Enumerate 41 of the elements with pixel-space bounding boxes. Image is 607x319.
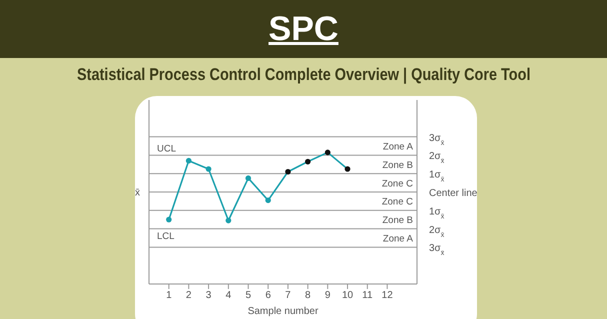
annotation: Zone B xyxy=(382,215,413,226)
y-tick-label: 3σ$_{x̄}$ xyxy=(429,132,445,146)
ref-line-label: LCL xyxy=(157,231,174,242)
x-tick-label: 5 xyxy=(245,290,252,302)
annotation: Zone B xyxy=(382,160,413,171)
y-tick-label: 2σ$_{x̄}$ xyxy=(429,224,445,238)
chart-subtitle: Statistical Process Control Complete Overview | Quality Core Tool xyxy=(76,65,530,85)
point xyxy=(226,218,232,224)
point xyxy=(305,158,311,164)
y-tick-label: 3σ$_{x̄}$ xyxy=(429,243,445,257)
x-tick-label: 7 xyxy=(285,290,292,302)
x-tick-label: 1 xyxy=(166,290,172,302)
annotation: Zone C xyxy=(382,178,414,190)
annotation: Zone A xyxy=(382,234,414,244)
x-tick-label: 2 xyxy=(186,290,192,302)
point xyxy=(285,168,291,175)
chart-title: SPC xyxy=(268,10,338,48)
point xyxy=(206,166,212,172)
point xyxy=(265,197,271,204)
annotation: Zone A xyxy=(382,142,414,152)
point xyxy=(344,166,350,172)
y-tick-label: Center line xyxy=(429,188,478,199)
x-tick-label: 3 xyxy=(206,290,212,302)
y-tick-label: 2σ$_{x̄}$ xyxy=(429,151,445,165)
x-tick-label: 4 xyxy=(226,290,232,302)
x-tick-label: 10 xyxy=(342,290,354,302)
x-tick-label: 11 xyxy=(362,290,373,302)
point xyxy=(186,158,192,164)
ref-line-label: UCL xyxy=(157,144,176,155)
point xyxy=(324,150,330,156)
x-axis-title: Sample number xyxy=(248,306,319,317)
y-axis-title: x̄ xyxy=(135,188,140,199)
point xyxy=(245,175,252,181)
point xyxy=(166,216,172,222)
annotation: Zone C xyxy=(382,196,414,208)
x-tick-label: 8 xyxy=(305,290,312,302)
x-tick-label: 9 xyxy=(324,290,331,302)
y-tick-label: 1σ$_{x̄}$ xyxy=(429,170,445,184)
y-tick-label: 1σ$_{x̄}$ xyxy=(429,206,445,220)
x-tick-label: 12 xyxy=(382,290,394,302)
x-tick-label: 6 xyxy=(265,290,272,302)
